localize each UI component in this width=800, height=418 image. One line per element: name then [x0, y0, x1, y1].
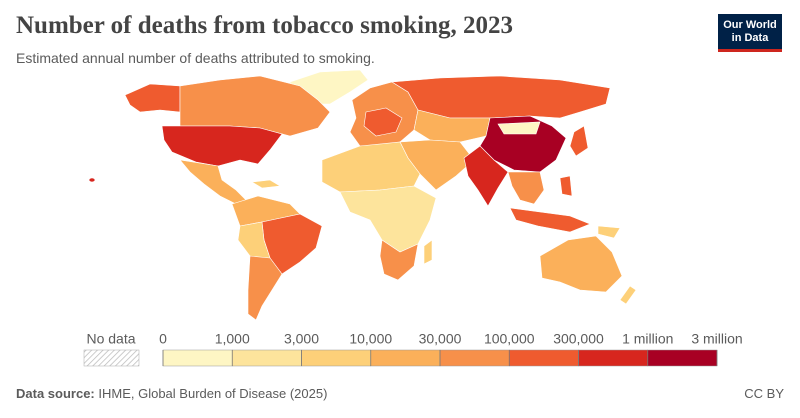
- argentina: [247, 255, 283, 321]
- license[interactable]: CC BY: [744, 386, 784, 401]
- legend-tick-label: 10,000: [349, 331, 392, 347]
- caribbean: [251, 179, 281, 189]
- legend-no-data-label: No data: [86, 331, 135, 347]
- mongolia: [497, 121, 541, 135]
- legend-bin: [578, 349, 648, 367]
- legend-tick-label: 3,000: [284, 331, 319, 347]
- legend-bin: [301, 349, 371, 367]
- africa-central: [339, 185, 437, 253]
- legend-bin: [509, 349, 579, 367]
- legend-tick-label: 300,000: [553, 331, 604, 347]
- legend-tick-label: 3 million: [691, 331, 742, 347]
- logo[interactable]: Our World in Data: [718, 14, 782, 52]
- legend-tick-label: 0: [159, 331, 167, 347]
- new-zealand: [619, 285, 637, 305]
- legend-no-data-swatch: [83, 349, 140, 367]
- title: Number of deaths from tobacco smoking, 2…: [16, 12, 513, 39]
- north-africa: [321, 141, 421, 193]
- subtitle: Estimated annual number of deaths attrib…: [16, 50, 375, 66]
- legend-bin: [232, 349, 302, 367]
- central-asia: [413, 109, 491, 143]
- legend-tick-label: 1,000: [215, 331, 250, 347]
- legend-tick-label: 1 million: [622, 331, 673, 347]
- legend-bin: [439, 349, 510, 367]
- alaska: [124, 83, 181, 113]
- mexico: [179, 159, 247, 205]
- australia: [539, 235, 623, 293]
- source-label: Data source:: [16, 386, 95, 401]
- legend-tick-label: 30,000: [419, 331, 462, 347]
- world-map: [88, 69, 637, 321]
- madagascar: [423, 239, 433, 265]
- southeast-asia: [507, 171, 545, 205]
- philippines: [559, 175, 573, 197]
- hawaii: [88, 177, 96, 183]
- japan: [569, 125, 589, 157]
- legend-bin: [370, 349, 441, 367]
- papua-new-guinea: [597, 225, 621, 239]
- source-text: IHME, Global Burden of Disease (2025): [98, 386, 328, 401]
- source: Data source: IHME, Global Burden of Dise…: [16, 386, 327, 401]
- legend-tick-label: 100,000: [484, 331, 535, 347]
- europe-central: [363, 107, 403, 137]
- india: [463, 145, 509, 207]
- legend-bin: [647, 349, 718, 367]
- south-africa: [379, 239, 419, 281]
- usa: [161, 125, 283, 167]
- legend-bin: [162, 349, 233, 367]
- indonesia: [509, 207, 591, 233]
